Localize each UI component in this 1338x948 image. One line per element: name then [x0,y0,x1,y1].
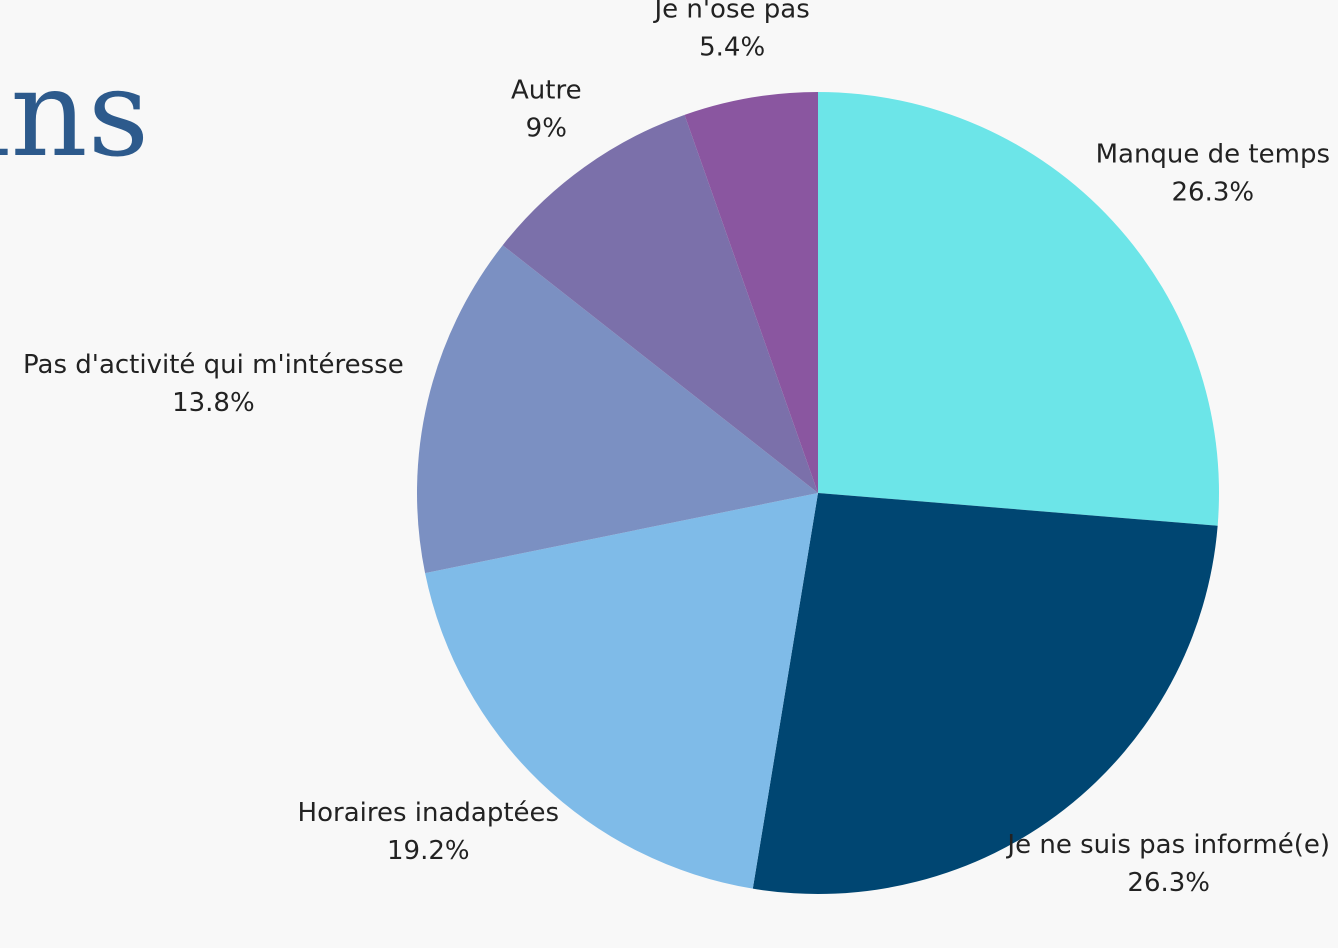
slice-label: Autre [511,76,582,106]
slice-value-label: 19.2% [387,836,470,866]
slice-label: Je ne suis pas informé(e) [1005,830,1330,860]
slice-value-label: 13.8% [172,388,255,418]
slice-value-label: 5.4% [699,32,765,62]
slice-label: Je n'ose pas [652,0,809,24]
slice-value-label: 26.3% [1127,868,1210,898]
pie-slice [752,493,1218,895]
pie-slice [417,245,818,574]
slice-label: Manque de temps [1096,139,1330,169]
slice-label: Horaires inadaptées [298,798,560,828]
chart-title: ins [0,45,149,184]
pie-slice [684,92,818,493]
slice-value-label: 9% [526,114,567,144]
slice-label: Pas d'activité qui m'intéresse [23,350,404,380]
slice-value-label: 26.3% [1171,177,1254,207]
pie-slice [818,92,1219,526]
pie-slice [425,493,818,889]
pie-slice [502,114,818,494]
